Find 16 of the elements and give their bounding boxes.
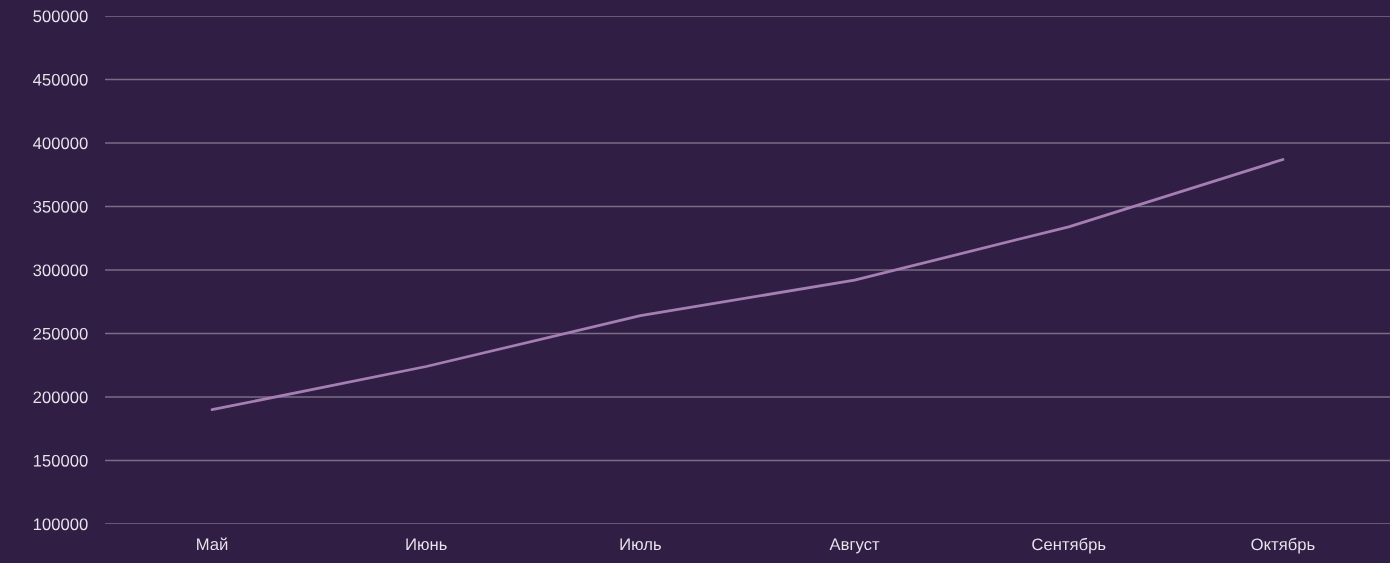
x-tick-label: Сентябрь: [1032, 537, 1106, 554]
x-tick-label: Май: [197, 537, 228, 551]
x-tick-label: Октябрь: [1251, 537, 1315, 554]
y-tick-label: 250000: [33, 327, 88, 340]
y-tick-label: 350000: [33, 200, 88, 213]
y-tick-label: 400000: [33, 137, 88, 150]
x-tick-label: Июль: [620, 538, 661, 551]
x-tick-label: Август: [829, 538, 880, 554]
line-series: [210, 158, 1285, 412]
y-tick-label: 450000: [33, 73, 88, 86]
y-tick-label: 300000: [33, 264, 88, 277]
x-tick-label: Июнь: [406, 538, 447, 551]
y-tick-label: 200000: [33, 391, 88, 404]
y-tick-label: 100000: [33, 518, 88, 531]
y-tick-label: 150000: [33, 454, 88, 467]
y-tick-label: 500000: [33, 10, 88, 23]
